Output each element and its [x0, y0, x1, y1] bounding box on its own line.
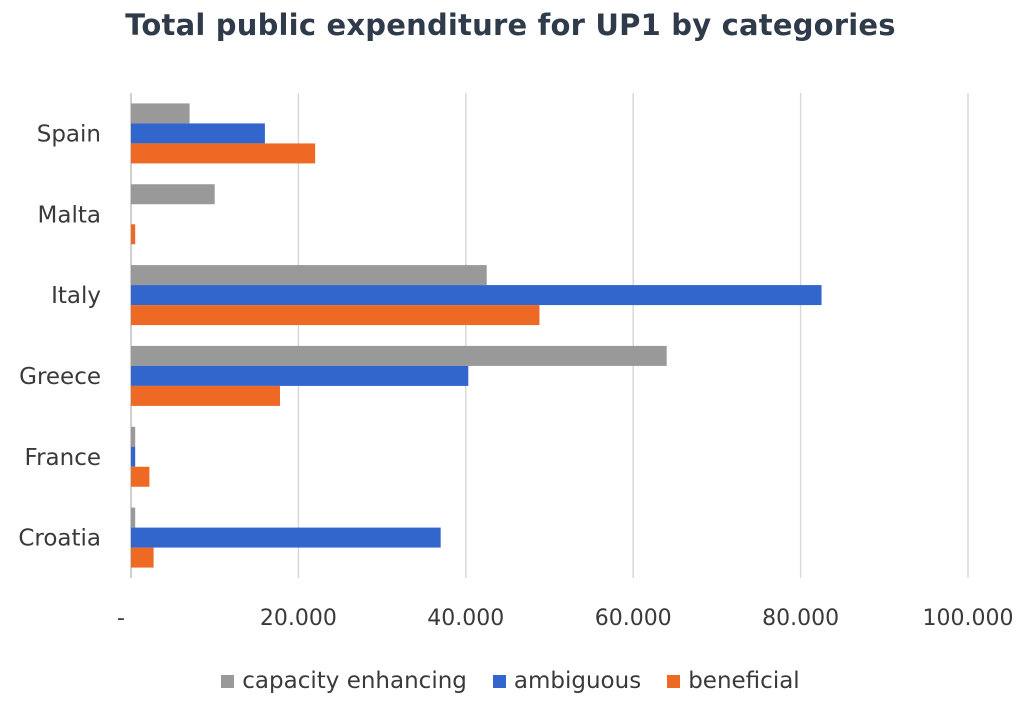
legend: capacity enhancing ambiguous beneficial	[0, 668, 1021, 694]
x-tick-label-3: 60.000	[595, 606, 672, 631]
legend-item-ambiguous: ambiguous	[492, 668, 642, 694]
bar-italy-capacity-enhancing	[131, 265, 487, 286]
bar-greece-beneficial	[131, 385, 280, 406]
bar-malta-capacity-enhancing	[131, 184, 215, 205]
bar-france-ambiguous	[131, 446, 136, 467]
x-tick-label-1: 20.000	[260, 606, 337, 631]
legend-swatch	[221, 674, 235, 688]
x-tick-label-2: 40.000	[427, 606, 504, 631]
bar-spain-ambiguous	[131, 123, 265, 144]
category-label-france: France	[25, 445, 101, 471]
bar-malta-beneficial	[131, 224, 136, 245]
bar-croatia-beneficial	[131, 547, 154, 568]
bar-italy-ambiguous	[131, 285, 822, 306]
bar-croatia-capacity-enhancing	[131, 507, 136, 528]
legend-label: beneficial	[688, 668, 800, 694]
x-tick-label-4: 80.000	[762, 606, 839, 631]
bar-greece-capacity-enhancing	[131, 345, 667, 366]
legend-item-beneficial: beneficial	[667, 668, 800, 694]
x-tick-label-0: -	[117, 606, 125, 631]
category-label-croatia: Croatia	[18, 526, 101, 552]
category-label-spain: Spain	[37, 121, 101, 147]
legend-label: ambiguous	[513, 668, 642, 694]
legend-item-capacity-enhancing: capacity enhancing	[221, 668, 467, 694]
bar-greece-ambiguous	[131, 365, 469, 386]
legend-label: capacity enhancing	[242, 668, 467, 694]
category-label-greece: Greece	[19, 364, 101, 390]
legend-swatch	[492, 674, 506, 688]
bar-croatia-ambiguous	[131, 527, 441, 548]
bar-spain-beneficial	[131, 143, 316, 164]
bar-france-beneficial	[131, 466, 150, 487]
bar-spain-capacity-enhancing	[131, 103, 190, 124]
bar-italy-beneficial	[131, 305, 540, 326]
chart-title: Total public expenditure for UP1 by cate…	[125, 8, 896, 42]
category-label-italy: Italy	[51, 283, 101, 309]
category-label-malta: Malta	[38, 202, 101, 228]
x-tick-label-5: 100.000	[923, 606, 1014, 631]
legend-swatch	[667, 674, 681, 688]
bar-france-capacity-enhancing	[131, 426, 136, 447]
